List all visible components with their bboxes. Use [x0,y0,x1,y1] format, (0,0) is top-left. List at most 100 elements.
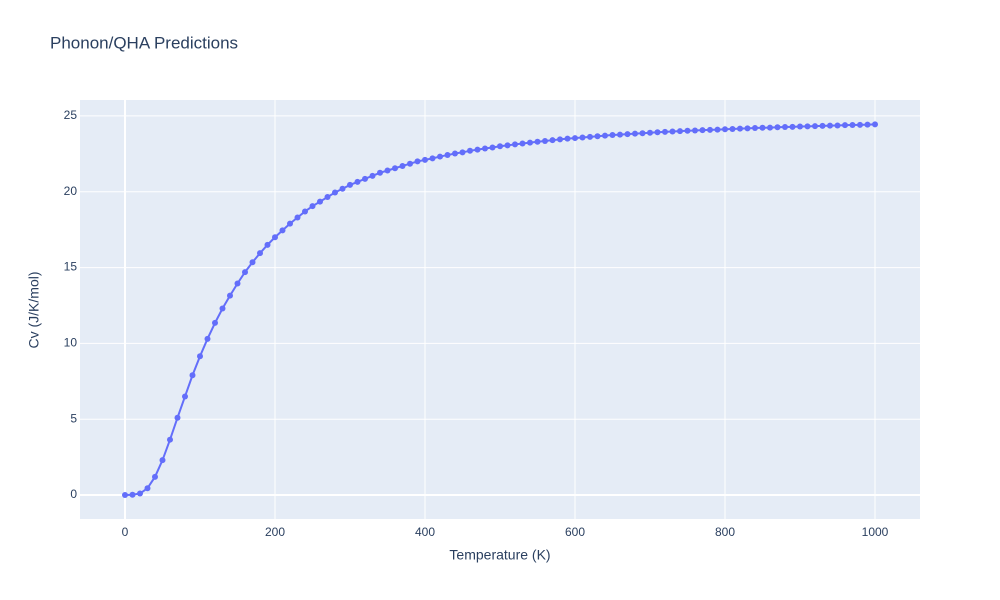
marker [234,280,241,287]
marker [579,134,586,141]
marker [669,128,676,135]
marker [692,127,698,134]
marker [504,142,511,149]
marker [339,185,346,192]
marker [392,165,398,172]
marker [797,123,803,130]
marker [317,198,323,205]
x-tick-label: 200 [265,525,285,539]
marker [347,181,353,188]
marker [602,132,608,139]
marker [474,146,481,153]
marker [624,131,631,138]
marker [257,250,263,257]
marker [197,353,203,360]
marker [512,141,518,148]
marker [647,129,653,136]
marker [324,194,331,201]
marker [369,172,376,179]
marker [429,155,436,162]
marker [362,175,368,182]
marker [534,138,541,145]
marker [407,160,413,167]
marker [789,123,796,130]
marker [204,335,211,342]
marker [137,490,143,497]
marker [377,169,383,176]
marker [759,124,766,131]
marker [384,167,391,174]
y-tick-label: 0 [70,487,77,501]
marker [542,137,548,144]
marker [219,305,226,312]
marker [587,133,593,140]
marker [129,491,136,498]
marker [849,122,856,129]
marker [467,147,473,154]
marker [782,123,788,130]
marker [527,139,533,146]
marker [212,319,218,326]
marker [189,372,196,379]
marker [489,144,496,151]
marker [482,145,488,152]
marker [174,414,181,421]
marker [872,121,878,128]
marker [159,457,166,464]
marker [227,292,233,299]
marker [864,121,871,128]
marker [767,124,773,131]
x-tick-label: 0 [122,525,129,539]
marker [654,129,661,136]
marker [557,136,563,143]
y-tick-label: 20 [64,184,78,198]
marker [804,123,811,130]
marker [519,140,526,147]
marker [774,124,781,131]
marker [302,208,308,215]
marker [354,178,361,185]
marker [744,125,751,132]
x-axis-title: Temperature (K) [449,547,550,563]
marker [737,125,743,132]
marker [309,203,316,210]
marker [414,158,421,165]
marker [122,492,128,499]
marker [279,227,286,234]
marker [549,137,556,144]
chart-title: Phonon/QHA Predictions [50,33,238,52]
marker [459,149,466,156]
marker [167,436,173,443]
marker [842,122,848,129]
marker [617,131,623,138]
marker [677,128,683,135]
marker [444,152,451,159]
marker [632,130,638,137]
marker [752,125,758,132]
marker [639,130,646,137]
marker [452,150,458,157]
marker [399,162,406,169]
y-tick-label: 5 [70,411,77,425]
x-tick-label: 1000 [862,525,889,539]
marker [684,127,691,134]
marker [564,135,571,142]
plot-area [80,100,920,519]
marker [819,122,826,129]
x-tick-label: 600 [565,525,585,539]
marker [152,473,158,480]
marker [294,214,301,221]
marker [264,241,271,248]
x-tick-label: 400 [415,525,435,539]
marker [714,126,721,133]
marker [144,485,151,492]
marker [572,135,578,142]
marker [729,125,736,132]
y-tick-label: 15 [64,260,78,274]
marker [707,126,713,133]
marker [422,156,428,163]
marker [722,126,728,133]
y-tick-label: 25 [64,108,78,122]
y-tick-label: 10 [64,336,78,350]
